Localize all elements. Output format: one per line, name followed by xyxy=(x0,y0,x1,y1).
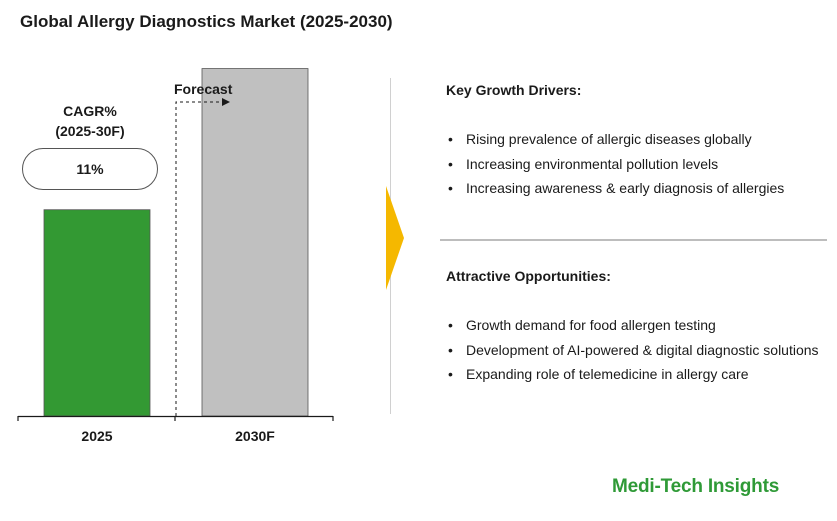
page-title: Global Allergy Diagnostics Market (2025-… xyxy=(20,12,393,31)
market-bar-chart: 2025 2030F Forecast xyxy=(17,68,334,444)
cagr-label-line2: (2025-30F) xyxy=(55,123,125,139)
bar-2025 xyxy=(43,209,151,417)
cagr-value-pill: 11% xyxy=(22,148,158,190)
horizontal-divider xyxy=(440,239,827,241)
bar-2030F xyxy=(201,68,309,417)
list-item-text: Increasing environmental pollution level… xyxy=(466,155,719,172)
list-item: • Increasing environmental pollution leve… xyxy=(446,152,784,177)
list-item-text: Growth demand for food allergen testing xyxy=(466,317,716,333)
forecast-divider-line xyxy=(175,101,222,416)
list-item: • Expanding role of telemedicine in aller… xyxy=(446,362,819,387)
list-item-text: Rising prevalence of allergic diseases g… xyxy=(466,131,752,147)
bullet: • xyxy=(448,180,453,196)
x-tick-label: 2025 xyxy=(81,428,112,444)
list-item-text: Increasing awareness & early diagnosis o… xyxy=(466,180,785,196)
list-item: • Development of AI-powered & digital dia… xyxy=(446,338,819,363)
list-item: • Rising prevalence of allergic diseases … xyxy=(446,127,784,152)
arrow-right-icon xyxy=(222,98,230,106)
attractive-opportunities-list: • Growth demand for food allergen testing… xyxy=(446,313,819,387)
cagr-label: CAGR% (2025-30F) xyxy=(40,101,140,141)
bullet: • xyxy=(448,155,453,172)
bullet: • xyxy=(448,317,453,333)
bullet: • xyxy=(448,341,453,358)
brand-logo: Medi-Tech Insights xyxy=(612,476,780,497)
key-growth-drivers-list: • Rising prevalence of allergic diseases … xyxy=(446,127,784,201)
list-item-text: Expanding role of telemedicine in allerg… xyxy=(466,366,749,382)
attractive-opportunities-heading: Attractive Opportunities: xyxy=(446,268,611,284)
cagr-value: 11% xyxy=(76,161,104,177)
bullet: • xyxy=(448,131,453,147)
forecast-label: Forecast xyxy=(174,81,233,97)
x-tick-label: 2030F xyxy=(235,428,275,444)
chevron-right-icon xyxy=(386,186,404,290)
bullet: • xyxy=(448,366,453,382)
list-item: • Increasing awareness & early diagnosis … xyxy=(446,176,784,201)
list-item: • Growth demand for food allergen testing xyxy=(446,313,819,338)
key-growth-drivers-heading: Key Growth Drivers: xyxy=(446,82,582,98)
cagr-label-line1: CAGR% xyxy=(63,103,117,119)
list-item-text: Development of AI-powered & digital diag… xyxy=(466,341,819,358)
